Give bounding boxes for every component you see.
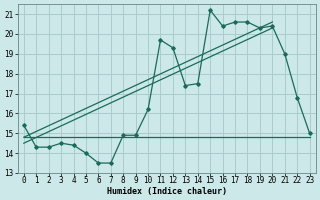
X-axis label: Humidex (Indice chaleur): Humidex (Indice chaleur) (107, 187, 227, 196)
